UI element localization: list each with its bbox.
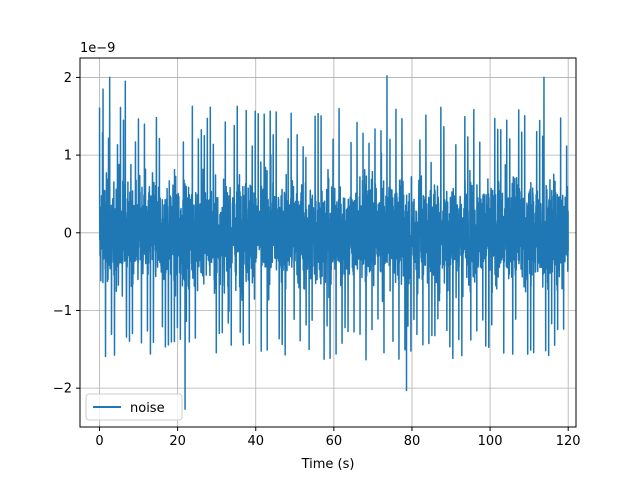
- x-axis-label: Time (s): [301, 457, 355, 472]
- x-tick-label: 120: [556, 434, 581, 449]
- legend: noise: [85, 393, 183, 421]
- x-tick-label: 0: [95, 434, 103, 449]
- y-tick-label: 1: [64, 149, 72, 164]
- y-tick-label: 2: [64, 71, 72, 86]
- axes-frame: [79, 57, 577, 428]
- x-tick-label: 80: [404, 434, 421, 449]
- legend-box: [85, 393, 183, 421]
- y-tick-label: −2: [53, 382, 72, 397]
- y-tick-label: −1: [53, 304, 72, 319]
- x-tick-label: 20: [169, 434, 186, 449]
- x-tick-label: 40: [247, 434, 264, 449]
- y-tick-label: 0: [64, 226, 72, 241]
- series-line-noise: [98, 75, 569, 410]
- ticks: 0 20 40 60 80 100 120 −2 −1 0 1 2: [53, 71, 581, 449]
- y-offset-text: 1e−9: [80, 41, 115, 56]
- plot-area: [98, 75, 569, 410]
- legend-label-noise: noise: [130, 401, 165, 416]
- x-tick-label: 60: [326, 434, 343, 449]
- x-tick-label: 100: [478, 434, 503, 449]
